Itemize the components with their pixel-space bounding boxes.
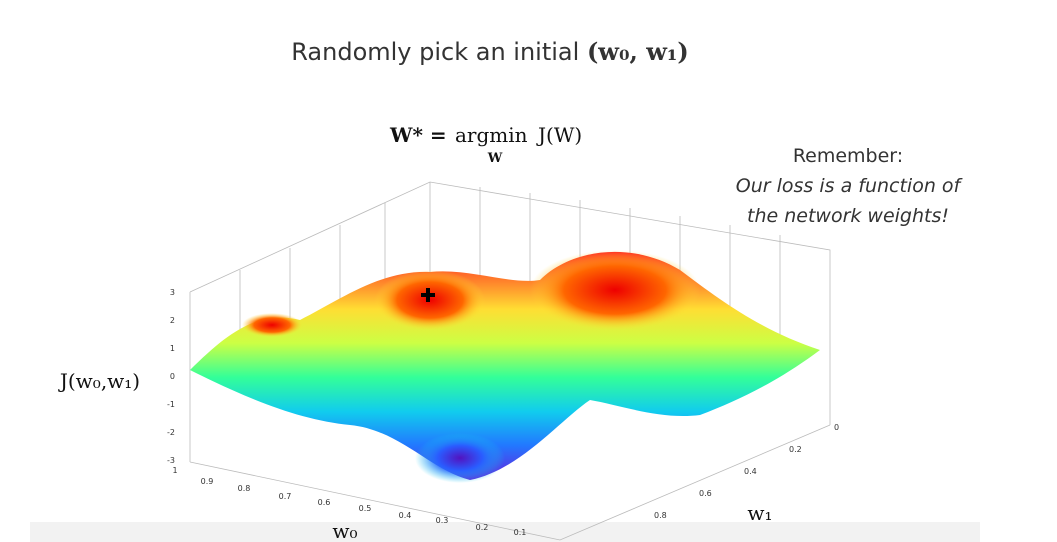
y-tick-label: 0.8: [654, 511, 667, 520]
bottom-strip: [30, 522, 980, 542]
formula-rhs: J(W): [536, 123, 582, 147]
y-tick-label: 0.6: [699, 489, 712, 498]
peak: [530, 250, 700, 330]
y-tick-label: 0.2: [789, 445, 802, 454]
z-tick-label: 2: [170, 316, 175, 325]
x-tick-label: 0.8: [238, 484, 251, 493]
z-tick-label: 3: [170, 288, 175, 297]
z-tick-label: -3: [167, 456, 175, 465]
note-line: the network weights!: [747, 205, 949, 227]
z-tick-label: 0: [170, 372, 175, 381]
y-axis-label: w₁: [747, 501, 772, 525]
x-tick-label: 0.9: [201, 477, 214, 486]
x-axis-label: w₀: [332, 519, 357, 542]
y-tick-label: 0.4: [744, 467, 757, 476]
z-tick-label: -1: [167, 400, 175, 409]
formula-op: argmin: [455, 123, 528, 147]
title: Randomly pick an initial (w₀, w₁): [291, 37, 688, 66]
x-tick-label: 0.7: [279, 492, 292, 501]
title-math: (w₀, w₁): [587, 37, 689, 66]
note-line: Our loss is a function of: [736, 175, 964, 197]
z-tick-label: 1: [170, 344, 175, 353]
x-tick-label: 0.5: [359, 504, 372, 513]
x-tick-label: 0.1: [514, 528, 527, 537]
y-tick-label: 0: [834, 423, 839, 432]
x-tick-label: 0.6: [318, 498, 331, 507]
formula-lhs: W* =: [389, 123, 447, 147]
note-line: Remember:: [793, 145, 903, 167]
initial-point: [421, 288, 435, 302]
x-tick-label: 1: [172, 466, 177, 475]
title-text: Randomly pick an initial: [291, 38, 579, 66]
peak: [242, 313, 302, 337]
z-axis-label: J(w₀,w₁): [58, 369, 140, 393]
valley: [415, 433, 505, 483]
x-tick-label: 0.3: [436, 516, 449, 525]
z-tick-label: -2: [167, 428, 175, 437]
x-tick-label: 0.4: [399, 511, 412, 520]
x-tick-label: 0.2: [476, 523, 489, 532]
loss-surface: [190, 251, 820, 480]
formula-under: W: [487, 151, 503, 166]
